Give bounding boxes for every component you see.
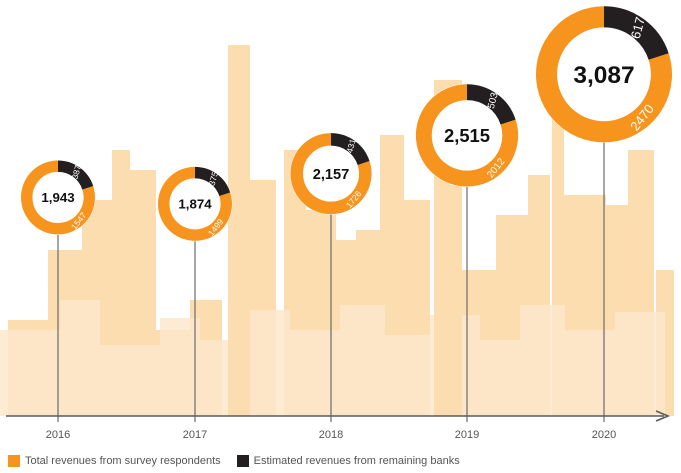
remaining-value-2016: 387 <box>70 164 83 181</box>
legend: Total revenues from survey respondents E… <box>8 453 476 469</box>
total-label-2017: 1,874 <box>178 197 212 212</box>
tick-label-2017: 2017 <box>183 429 207 441</box>
skyline-building <box>60 300 100 416</box>
x-tick-labels: 2016 2017 2018 2019 2020 <box>46 429 616 441</box>
legend-item-respondents: Total revenues from survey respondents <box>8 455 221 467</box>
skyline-building <box>565 330 615 416</box>
stems <box>57 142 605 422</box>
legend-label-remaining: Estimated revenues from remaining banks <box>253 455 460 467</box>
remaining-value-2017: 375 <box>207 170 220 187</box>
legend-swatch-respondents <box>8 455 20 467</box>
tick-label-2019: 2019 <box>455 429 479 441</box>
remaining-value-2018: 431 <box>344 137 357 154</box>
tick-label-2016: 2016 <box>46 429 70 441</box>
arc-remaining-2019 <box>466 84 516 125</box>
skyline-building <box>160 318 200 416</box>
skyline-background <box>0 45 674 416</box>
arc-remaining-2018 <box>330 133 370 166</box>
arc-remaining-2017 <box>194 166 231 197</box>
arc-respondents-2018 <box>290 133 372 215</box>
skyline-spire <box>228 45 250 416</box>
arc-remaining-2016 <box>57 160 94 190</box>
skyline-building <box>385 335 430 416</box>
tick-label-2018: 2018 <box>319 429 343 441</box>
skyline-building <box>615 312 665 416</box>
legend-label-respondents: Total revenues from survey respondents <box>25 455 221 467</box>
total-label-2016: 1,943 <box>41 190 74 205</box>
arc-respondents-2016 <box>21 160 95 235</box>
arc-remaining-2020 <box>603 6 669 61</box>
total-label-2020: 3,087 <box>573 62 634 89</box>
total-label-2019: 2,515 <box>444 125 490 146</box>
arc-respondents-2020 <box>536 6 672 143</box>
x-axis-arrow-icon <box>655 410 671 422</box>
arc-respondents-2019 <box>415 84 519 187</box>
skyline-building <box>290 330 340 416</box>
legend-item-remaining: Estimated revenues from remaining banks <box>236 455 460 467</box>
skyline-building <box>480 340 520 416</box>
legend-swatch-remaining <box>236 455 249 467</box>
remaining-value-2019: 503 <box>486 91 501 110</box>
skyline-building <box>520 305 565 416</box>
tick-label-2020: 2020 <box>592 429 616 441</box>
remaining-value-2020: 617 <box>628 15 648 40</box>
skyline-building <box>340 305 385 416</box>
skyline-building <box>250 310 290 416</box>
total-label-2018: 2,157 <box>313 167 350 183</box>
arc-respondents-2017 <box>158 166 232 241</box>
donuts: 1,94338715471,87437514992,15743117262,51… <box>20 5 673 242</box>
skyline-building <box>100 345 160 416</box>
skyline-building <box>0 330 60 416</box>
